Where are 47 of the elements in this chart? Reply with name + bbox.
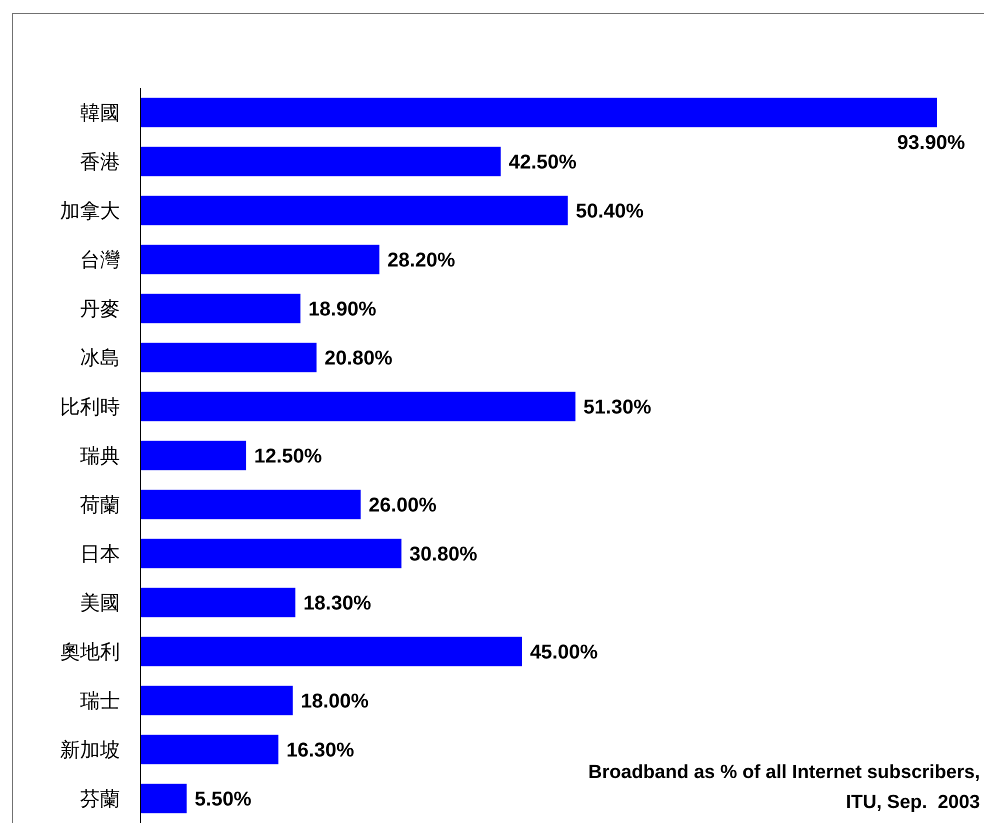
y-tick-label: 日本 [80, 542, 120, 566]
y-tick-label: 丹麥 [80, 296, 120, 320]
y-tick-label: 新加坡 [60, 738, 120, 762]
bar [140, 734, 278, 764]
y-tick-label: 冰島 [80, 346, 120, 370]
bar [140, 784, 187, 814]
bar [140, 588, 296, 618]
y-tick-label: 美國 [80, 590, 120, 614]
y-tick-label: 奧地利 [60, 640, 120, 664]
data-label: 45.00% [530, 642, 598, 664]
bar [140, 342, 317, 372]
bar [140, 196, 568, 226]
y-tick-label: 瑞典 [80, 444, 120, 468]
y-tick-label: 台灣 [80, 248, 120, 272]
bar [140, 490, 361, 520]
data-label: 50.40% [576, 200, 644, 222]
bar [140, 98, 937, 128]
data-label: 51.30% [583, 396, 652, 418]
y-tick-label: 加拿大 [60, 198, 120, 222]
bar [140, 636, 522, 666]
data-label: 18.90% [308, 298, 376, 320]
bar [140, 244, 380, 274]
data-label: 5.50% [194, 788, 252, 810]
bar [140, 392, 576, 422]
data-label: 16.30% [286, 740, 354, 762]
bar [140, 686, 293, 716]
y-tick-label: 比利時 [60, 394, 120, 418]
data-label: 12.50% [254, 446, 322, 468]
data-label: 93.90% [897, 132, 966, 154]
data-label: 42.50% [508, 152, 577, 174]
y-tick-label: 芬蘭 [80, 786, 120, 810]
data-label: 18.30% [303, 592, 372, 614]
annotation: Broadband as % of all Internet subscribers, [588, 762, 980, 783]
annotation: ITU, Sep. 2003 [846, 792, 980, 813]
bar [140, 440, 246, 470]
y-tick-label: 荷蘭 [80, 492, 120, 516]
data-label: 18.00% [300, 690, 369, 712]
data-label: 28.20% [387, 250, 456, 272]
data-label: 26.00% [368, 494, 437, 516]
bar [140, 294, 300, 324]
bar [140, 538, 402, 568]
y-tick-label: 香港 [80, 150, 120, 174]
data-label: 20.80% [324, 348, 393, 370]
y-tick-label: 瑞士 [80, 688, 120, 712]
data-label: 30.80% [409, 544, 478, 566]
y-tick-label: 韓國 [80, 100, 120, 124]
bar [140, 146, 501, 176]
